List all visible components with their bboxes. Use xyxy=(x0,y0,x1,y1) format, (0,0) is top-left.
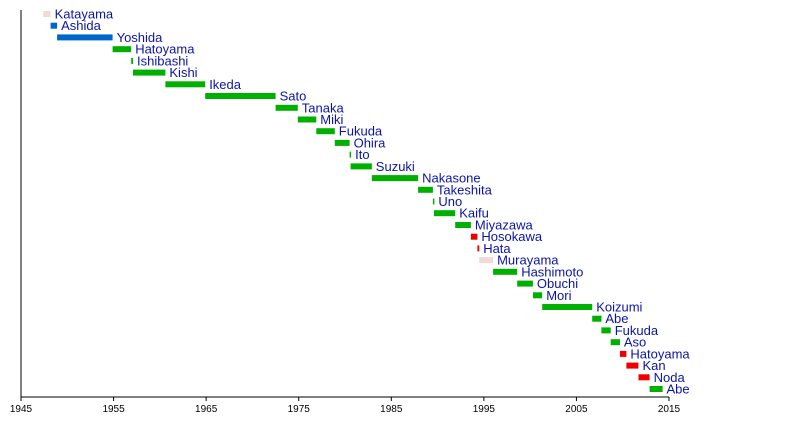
bar-label: Kan xyxy=(643,358,666,373)
bar-miyazawa xyxy=(455,222,471,228)
bar-hashimoto xyxy=(493,268,518,275)
bar-label: Miki xyxy=(320,112,343,127)
bar-label: Hatoyama xyxy=(135,42,195,57)
bar-label: Kishi xyxy=(169,65,197,80)
bar-ashida xyxy=(50,22,58,29)
x-tick-label: 1995 xyxy=(473,404,496,415)
bar-ito xyxy=(349,151,352,158)
bar-label: Nakasone xyxy=(422,171,481,186)
bar-yoshida xyxy=(57,34,113,41)
bar-label: Uno xyxy=(438,194,462,209)
bar-label: Ikeda xyxy=(209,77,242,92)
bar-katayama xyxy=(43,11,51,17)
x-tick-label: 1975 xyxy=(288,404,311,415)
bar-label: Obuchi xyxy=(537,276,578,291)
bar-hatoyama xyxy=(112,46,132,53)
bar-koizumi xyxy=(542,304,593,310)
bar-kan xyxy=(626,362,639,369)
bar-label: Aso xyxy=(624,335,646,350)
bar-abe xyxy=(592,315,602,322)
bar-mori xyxy=(532,292,543,299)
bar-takeshita xyxy=(418,186,433,193)
bar-label: Noda xyxy=(654,370,686,385)
bar-label: Koizumi xyxy=(596,300,642,315)
bar-label: Ashida xyxy=(61,18,102,33)
bar-kishi xyxy=(133,69,166,76)
bar-label: Fukuda xyxy=(339,124,383,139)
bar-label: Suzuki xyxy=(376,159,415,174)
bar-label: Abe xyxy=(667,382,690,397)
bars-layer xyxy=(43,11,663,392)
bar-label: Ishibashi xyxy=(137,53,188,68)
bar-label: Ito xyxy=(355,147,369,162)
bar-ishibashi xyxy=(131,57,134,64)
x-tick-label: 2005 xyxy=(565,404,588,415)
bar-fukuda xyxy=(601,327,611,334)
labels-layer: KatayamaAshidaYoshidaHatoyamaIshibashiKi… xyxy=(55,7,691,397)
axes-layer xyxy=(20,10,669,398)
x-ticks: 1945 1955 1965 1975 1985 1995 2005 2015 xyxy=(10,397,681,415)
bar-label: Hosokawa xyxy=(481,229,542,244)
bar-label: Hata xyxy=(483,241,511,256)
x-tick-label: 1965 xyxy=(195,404,218,415)
bar-hatoyama xyxy=(619,350,627,357)
bar-fukuda xyxy=(316,128,335,135)
bar-hosokawa xyxy=(470,233,478,240)
bar-miki xyxy=(297,116,317,123)
bar-label: Yoshida xyxy=(117,30,164,45)
bar-label: Sato xyxy=(280,89,307,104)
bar-kaifu xyxy=(433,210,456,217)
x-tick-label: 1945 xyxy=(10,404,33,415)
bar-label: Ohira xyxy=(354,135,387,150)
bar-murayama xyxy=(479,257,494,264)
bar-label: Kaifu xyxy=(459,206,489,221)
bar-label: Abe xyxy=(605,311,628,326)
x-tick-label: 1985 xyxy=(380,404,403,415)
bar-abe xyxy=(649,386,663,392)
bar-uno xyxy=(432,198,435,205)
bar-hata xyxy=(477,245,480,252)
bar-aso xyxy=(610,339,620,346)
bar-label: Tanaka xyxy=(302,100,345,115)
bar-label: Takeshita xyxy=(437,182,493,197)
x-tick-label: 2015 xyxy=(658,404,681,415)
bar-label: Katayama xyxy=(55,7,114,22)
bar-obuchi xyxy=(517,280,533,287)
bar-suzuki xyxy=(350,163,372,170)
bar-nakasone xyxy=(371,175,419,182)
bar-label: Hatoyama xyxy=(630,346,690,361)
bar-sato xyxy=(205,93,276,99)
bar-label: Murayama xyxy=(497,253,559,268)
bar-label: Fukuda xyxy=(615,323,659,338)
bar-ohira xyxy=(334,139,350,146)
bar-noda xyxy=(638,374,650,381)
bar-label: Miyazawa xyxy=(475,218,534,233)
x-tick-label: 1955 xyxy=(102,404,125,415)
bar-label: Hashimoto xyxy=(521,264,583,279)
bar-tanaka xyxy=(275,104,298,111)
bar-label: Mori xyxy=(546,288,571,303)
bar-ikeda xyxy=(165,81,206,88)
